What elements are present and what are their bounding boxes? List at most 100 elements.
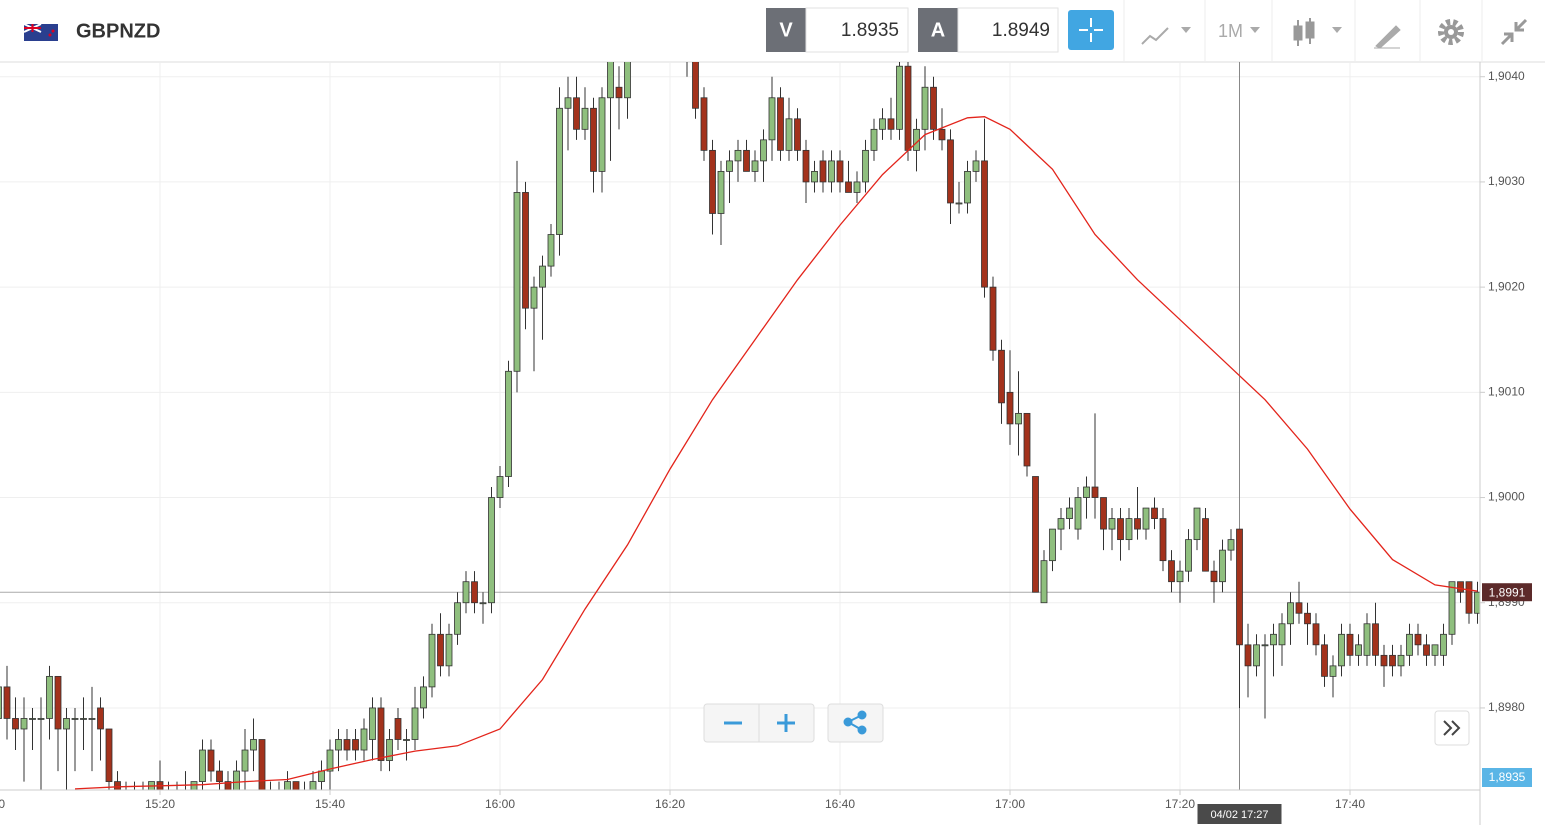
candle-body [1397, 654, 1405, 667]
candle-body [403, 739, 410, 741]
candle-body [1057, 518, 1065, 530]
candle-body [471, 581, 478, 604]
settings-icon[interactable] [1438, 19, 1464, 45]
share-button[interactable] [827, 703, 884, 743]
candle-body [709, 149, 716, 214]
candle-body [250, 739, 257, 751]
draw-icon[interactable] [1374, 25, 1401, 49]
candle-body [88, 718, 96, 720]
candle-body [454, 602, 461, 635]
candle-body [1108, 518, 1116, 530]
candle-body [972, 160, 980, 172]
candle-body [777, 97, 784, 151]
candle-body [522, 192, 529, 309]
candle-body [479, 602, 487, 605]
candle-body [1049, 528, 1056, 562]
candle-body [488, 497, 495, 604]
candle-body [1261, 644, 1269, 647]
candle-body [692, 62, 699, 109]
y-tick-label: 1,9000 [1488, 490, 1525, 504]
candle-body [1210, 570, 1218, 583]
x-tick-label: 15:40 [315, 797, 345, 811]
candle-body [700, 97, 708, 151]
candle-body [930, 86, 937, 130]
candle-body [224, 781, 232, 790]
candle-body [760, 139, 767, 162]
candle-body [564, 97, 572, 109]
candle-body [853, 181, 861, 193]
sell-price-box [805, 7, 909, 53]
candle-body [428, 633, 436, 688]
candle-body [1125, 518, 1133, 541]
candle-icon[interactable] [1293, 18, 1315, 46]
crosshair-label-box [1197, 804, 1282, 824]
candle-body [0, 686, 2, 719]
candle-body [581, 107, 589, 130]
x-tick-label: 16:20 [655, 797, 685, 811]
candle-body [394, 718, 402, 740]
candle-body [1100, 497, 1107, 530]
candle-body [1117, 518, 1124, 541]
candle-body [1457, 581, 1464, 593]
candle-body [411, 707, 419, 740]
candle-body [768, 97, 776, 141]
candle-body [1474, 591, 1480, 614]
candle-body [1006, 391, 1014, 425]
candle-body [63, 718, 70, 730]
candle-body [284, 781, 291, 790]
candle-body [947, 139, 954, 204]
candle-body [326, 749, 334, 772]
crosshair-button[interactable] [1068, 10, 1114, 50]
candle-body [845, 181, 852, 193]
candle-body [1346, 633, 1354, 656]
zoom-in[interactable] [777, 714, 795, 732]
crosshair-icon [1079, 18, 1103, 42]
buy-label: A [931, 19, 945, 41]
candle-body [547, 234, 555, 267]
candle-body [964, 171, 971, 204]
candle-body [615, 86, 623, 99]
sell-label: V [779, 19, 793, 41]
candle-body [1431, 644, 1439, 656]
candle-body [190, 781, 198, 790]
candle-body [20, 718, 28, 730]
candle-body [539, 265, 546, 288]
candle-body [1423, 644, 1430, 656]
chart-type-icon[interactable] [1141, 27, 1169, 45]
sell-button[interactable] [766, 8, 806, 52]
candle-body [1321, 644, 1328, 677]
dropdown-arrow [1332, 27, 1342, 33]
scroll-end-icon [1443, 720, 1461, 736]
candle-body [1440, 633, 1447, 656]
candle-body [318, 770, 325, 782]
candle-body [896, 65, 903, 130]
candle-body [445, 633, 453, 667]
candle-body [573, 97, 580, 130]
candle-body [1372, 623, 1379, 656]
collapse-icon[interactable] [1500, 18, 1528, 46]
candle-body [352, 739, 359, 751]
candle-body [1270, 633, 1277, 646]
x-tick-label: 16:40 [825, 797, 855, 811]
y-tick-label: 1,9030 [1488, 174, 1525, 188]
candle-body [1380, 654, 1388, 667]
candle-body [377, 707, 385, 761]
x-tick-label: 15:20 [145, 797, 175, 811]
timeframe[interactable]: 1M [1218, 21, 1243, 41]
candle-body [309, 781, 317, 790]
candle-body [819, 160, 827, 183]
candle-body [1151, 507, 1158, 519]
zoom-controls [703, 703, 1470, 746]
dropdown-arrow [1250, 27, 1260, 33]
candle-body [624, 62, 631, 99]
plot-clip [0, 62, 1480, 790]
candle-body [1448, 581, 1456, 635]
candle-body [12, 718, 19, 730]
candle-body [1363, 623, 1371, 656]
buy-button[interactable] [918, 8, 958, 52]
candle-body [1312, 623, 1320, 646]
candle-body [989, 286, 997, 351]
candle-body [80, 718, 87, 720]
